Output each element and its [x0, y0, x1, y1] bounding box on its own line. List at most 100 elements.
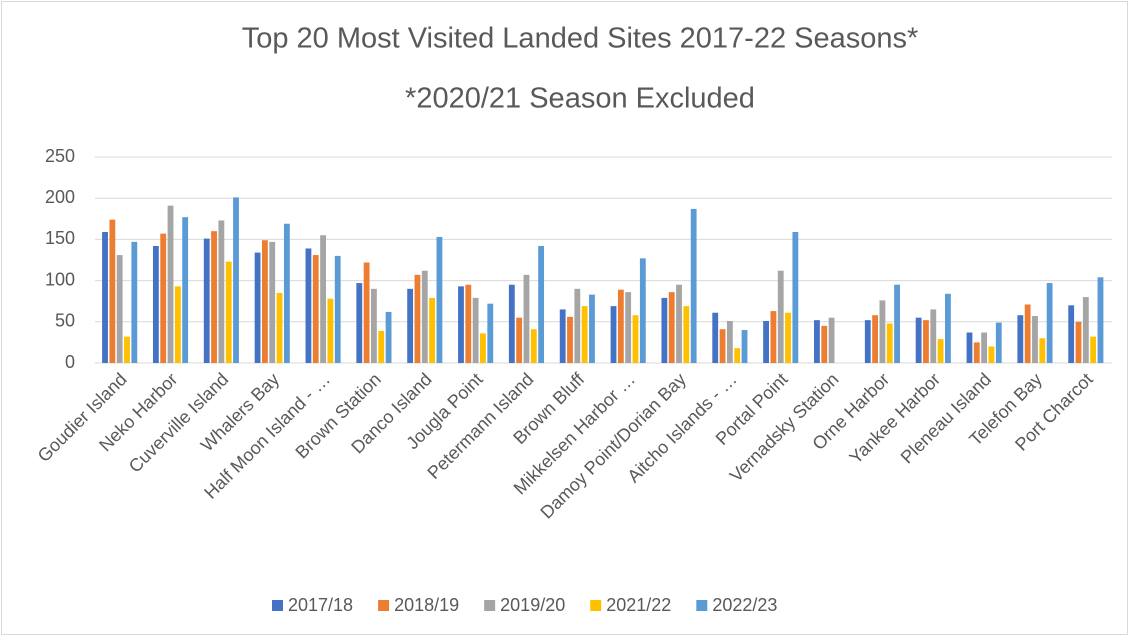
bar [625, 292, 632, 363]
bar [574, 288, 581, 363]
bar [683, 306, 690, 363]
bar [487, 303, 494, 363]
bar [327, 298, 334, 363]
bar [741, 330, 748, 363]
bar [1039, 338, 1046, 363]
bar [269, 241, 276, 363]
bar [421, 270, 428, 363]
bar [1075, 321, 1082, 363]
bar [995, 322, 1002, 363]
bar [233, 197, 239, 363]
legend-swatch [484, 600, 496, 611]
bar [465, 284, 472, 363]
bar [661, 297, 668, 363]
bar [523, 274, 530, 363]
bar [414, 274, 421, 363]
bar [1032, 316, 1038, 363]
bar [102, 231, 108, 363]
bar [864, 320, 871, 363]
bar [988, 346, 995, 363]
bar [632, 315, 639, 363]
y-tick-label: 0 [65, 352, 75, 372]
legend-label: 2021/22 [606, 595, 671, 615]
bar [320, 235, 326, 363]
bar [1046, 283, 1053, 363]
bar [690, 208, 697, 363]
bar [617, 289, 624, 363]
bar [124, 336, 130, 363]
legend-swatch [272, 600, 283, 611]
bar [734, 348, 741, 363]
bar [726, 320, 733, 363]
bar [1082, 297, 1089, 363]
bar [436, 236, 443, 363]
bar [1017, 315, 1024, 363]
bar [589, 294, 595, 363]
bar [872, 315, 879, 363]
bar [777, 270, 784, 363]
y-tick-label: 150 [45, 228, 75, 248]
bar [966, 332, 973, 363]
bar [915, 317, 922, 363]
bar [973, 342, 980, 363]
bar [261, 240, 268, 363]
y-tick-label: 200 [45, 187, 75, 207]
bar [508, 284, 515, 363]
bar [211, 231, 217, 363]
bar [821, 325, 828, 363]
bar [785, 312, 791, 363]
bar [792, 231, 799, 363]
bar [668, 292, 675, 363]
bar [712, 312, 719, 363]
bar [763, 320, 769, 363]
legend-label: 2018/19 [394, 595, 459, 615]
bar [378, 330, 385, 363]
bar [254, 252, 261, 363]
legend-label: 2022/23 [712, 595, 777, 615]
bar [676, 284, 682, 363]
bar [1097, 277, 1104, 363]
bar [363, 262, 370, 363]
bar [356, 283, 363, 363]
y-tick-label: 250 [45, 146, 75, 166]
bar [879, 300, 886, 363]
bar [203, 238, 210, 363]
bar [945, 293, 951, 363]
bar [305, 248, 312, 363]
bar [981, 332, 988, 363]
bar [567, 316, 573, 363]
bar [930, 309, 937, 363]
bar [312, 255, 319, 363]
y-tick-label: 100 [45, 269, 75, 289]
bar [174, 286, 181, 363]
bar [581, 306, 588, 363]
bar [828, 317, 835, 363]
bar [559, 309, 566, 363]
bar [1090, 336, 1097, 363]
bar [639, 258, 646, 363]
bar [472, 297, 479, 363]
bar [276, 292, 283, 363]
bar [131, 241, 138, 363]
bar [167, 205, 174, 363]
bar [429, 297, 436, 363]
bar [116, 255, 123, 363]
bar [886, 323, 893, 363]
bar [894, 284, 900, 363]
legend-label: 2019/20 [500, 595, 565, 615]
bar [225, 261, 232, 363]
bar [458, 286, 464, 363]
bar [516, 317, 523, 363]
bar [923, 320, 929, 363]
bar [182, 217, 189, 363]
bar [814, 320, 820, 363]
bar [109, 219, 116, 363]
bar [371, 288, 377, 363]
bar [530, 329, 537, 363]
y-tick-label: 50 [55, 311, 75, 331]
bar [283, 223, 290, 363]
bar [218, 220, 225, 363]
bar [160, 233, 167, 363]
legend-label: 2017/18 [288, 595, 353, 615]
